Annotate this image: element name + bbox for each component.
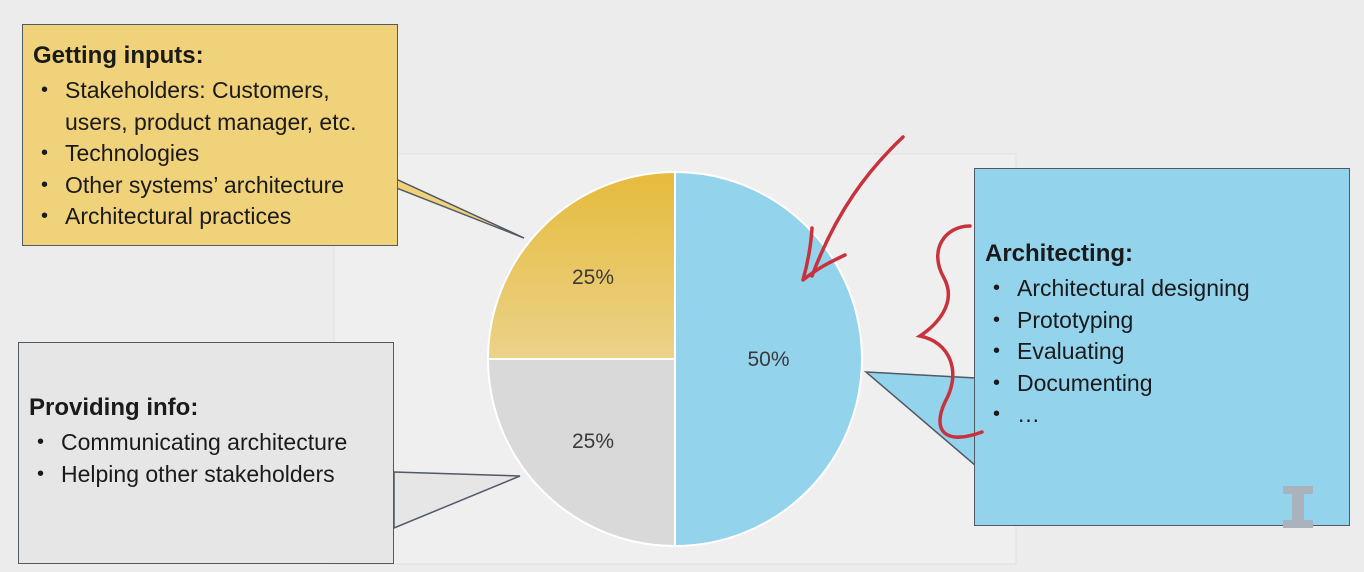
list-item: •… <box>985 399 1339 431</box>
bullet-icon: • <box>993 371 1001 394</box>
list-item: • Prototyping <box>985 305 1339 337</box>
pie-data-label: 50% <box>747 348 789 371</box>
list-item: • Documenting <box>985 368 1339 400</box>
pie-data-label: 25% <box>572 266 614 289</box>
list-item: • Technologies <box>33 138 387 170</box>
getting-inputs-callout: Getting inputs: • Stakeholders: Customers… <box>22 24 398 246</box>
bullet-icon: • <box>993 340 1001 362</box>
red-arrow-shaft <box>810 135 905 278</box>
list-item: • Helping other stakeholders <box>29 459 383 491</box>
list-item: • Architectural practices <box>33 201 387 233</box>
bullet-icon: • <box>993 403 1001 425</box>
bullet-icon: • <box>41 79 49 101</box>
providing-info-callout: Providing info: • Communicating architect… <box>18 342 394 564</box>
architecting-list: • Architectural designing • Prototyping • E… <box>985 273 1339 431</box>
illinois-i-logo <box>1283 486 1313 528</box>
architecting-callout: Architecting: • Architectural designing •… <box>974 168 1350 526</box>
bullet-icon: • <box>41 142 49 164</box>
providing-info-list: • Communicating architecture • Helping oth… <box>29 427 383 490</box>
list-item: • Evaluating <box>985 336 1339 368</box>
getting-inputs-title: Getting inputs: <box>33 42 204 69</box>
architecting-title: Architecting: <box>985 240 1134 267</box>
bullet-icon: • <box>993 277 1001 299</box>
providing-info-tail <box>393 471 521 530</box>
list-item: • Other systems’ architecture <box>33 170 387 202</box>
logo-icon <box>1283 486 1313 528</box>
getting-inputs-list: • Stakeholders: Customers, users, product… <box>33 75 387 233</box>
bullet-icon: • <box>41 205 49 227</box>
pie-slice-providing-info <box>486 358 676 548</box>
bullet-icon: • <box>37 462 45 485</box>
list-item: • Communicating architecture <box>29 427 383 459</box>
red-arrow-head <box>801 226 847 282</box>
bullet-icon: • <box>37 431 45 453</box>
bullet-icon: • <box>41 173 49 196</box>
red-curly-brace <box>915 224 984 439</box>
pie-data-label: 25% <box>572 430 614 453</box>
providing-info-title: Providing info: <box>29 394 199 421</box>
list-item: • Stakeholders: Customers, users, product… <box>41 77 357 135</box>
list-item: • Architectural designing <box>985 273 1339 305</box>
pie-slice-getting-inputs <box>486 170 676 360</box>
bullet-icon: • <box>993 308 1001 331</box>
